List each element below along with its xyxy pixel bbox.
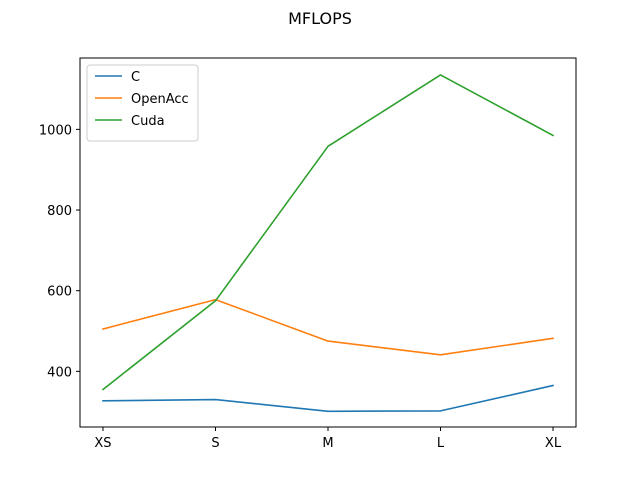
x-tick-label: L <box>437 436 445 451</box>
series-line-openacc <box>102 298 554 356</box>
plot-area: XS S M L XL 400 600 800 1000 <box>39 57 577 451</box>
x-tick-label: M <box>322 436 333 451</box>
y-tick-label: 800 <box>47 204 72 219</box>
y-tick-label: 1000 <box>39 123 72 138</box>
legend-label-cuda: Cuda <box>131 114 165 129</box>
x-tick-label: XL <box>545 436 562 451</box>
x-tick-label: S <box>211 436 219 451</box>
y-tick-label: 600 <box>47 285 72 300</box>
y-tick-label: 400 <box>47 365 72 380</box>
x-tick-label: XS <box>94 436 111 451</box>
series-line-c <box>102 384 554 413</box>
legend-label-c: C <box>131 70 140 85</box>
legend-box <box>86 64 199 142</box>
legend: C OpenAcc Cuda <box>86 64 199 142</box>
series-line-cuda <box>101 74 555 391</box>
chart-title: MFLOPS <box>288 9 352 28</box>
legend-label-openacc: OpenAcc <box>131 92 189 107</box>
